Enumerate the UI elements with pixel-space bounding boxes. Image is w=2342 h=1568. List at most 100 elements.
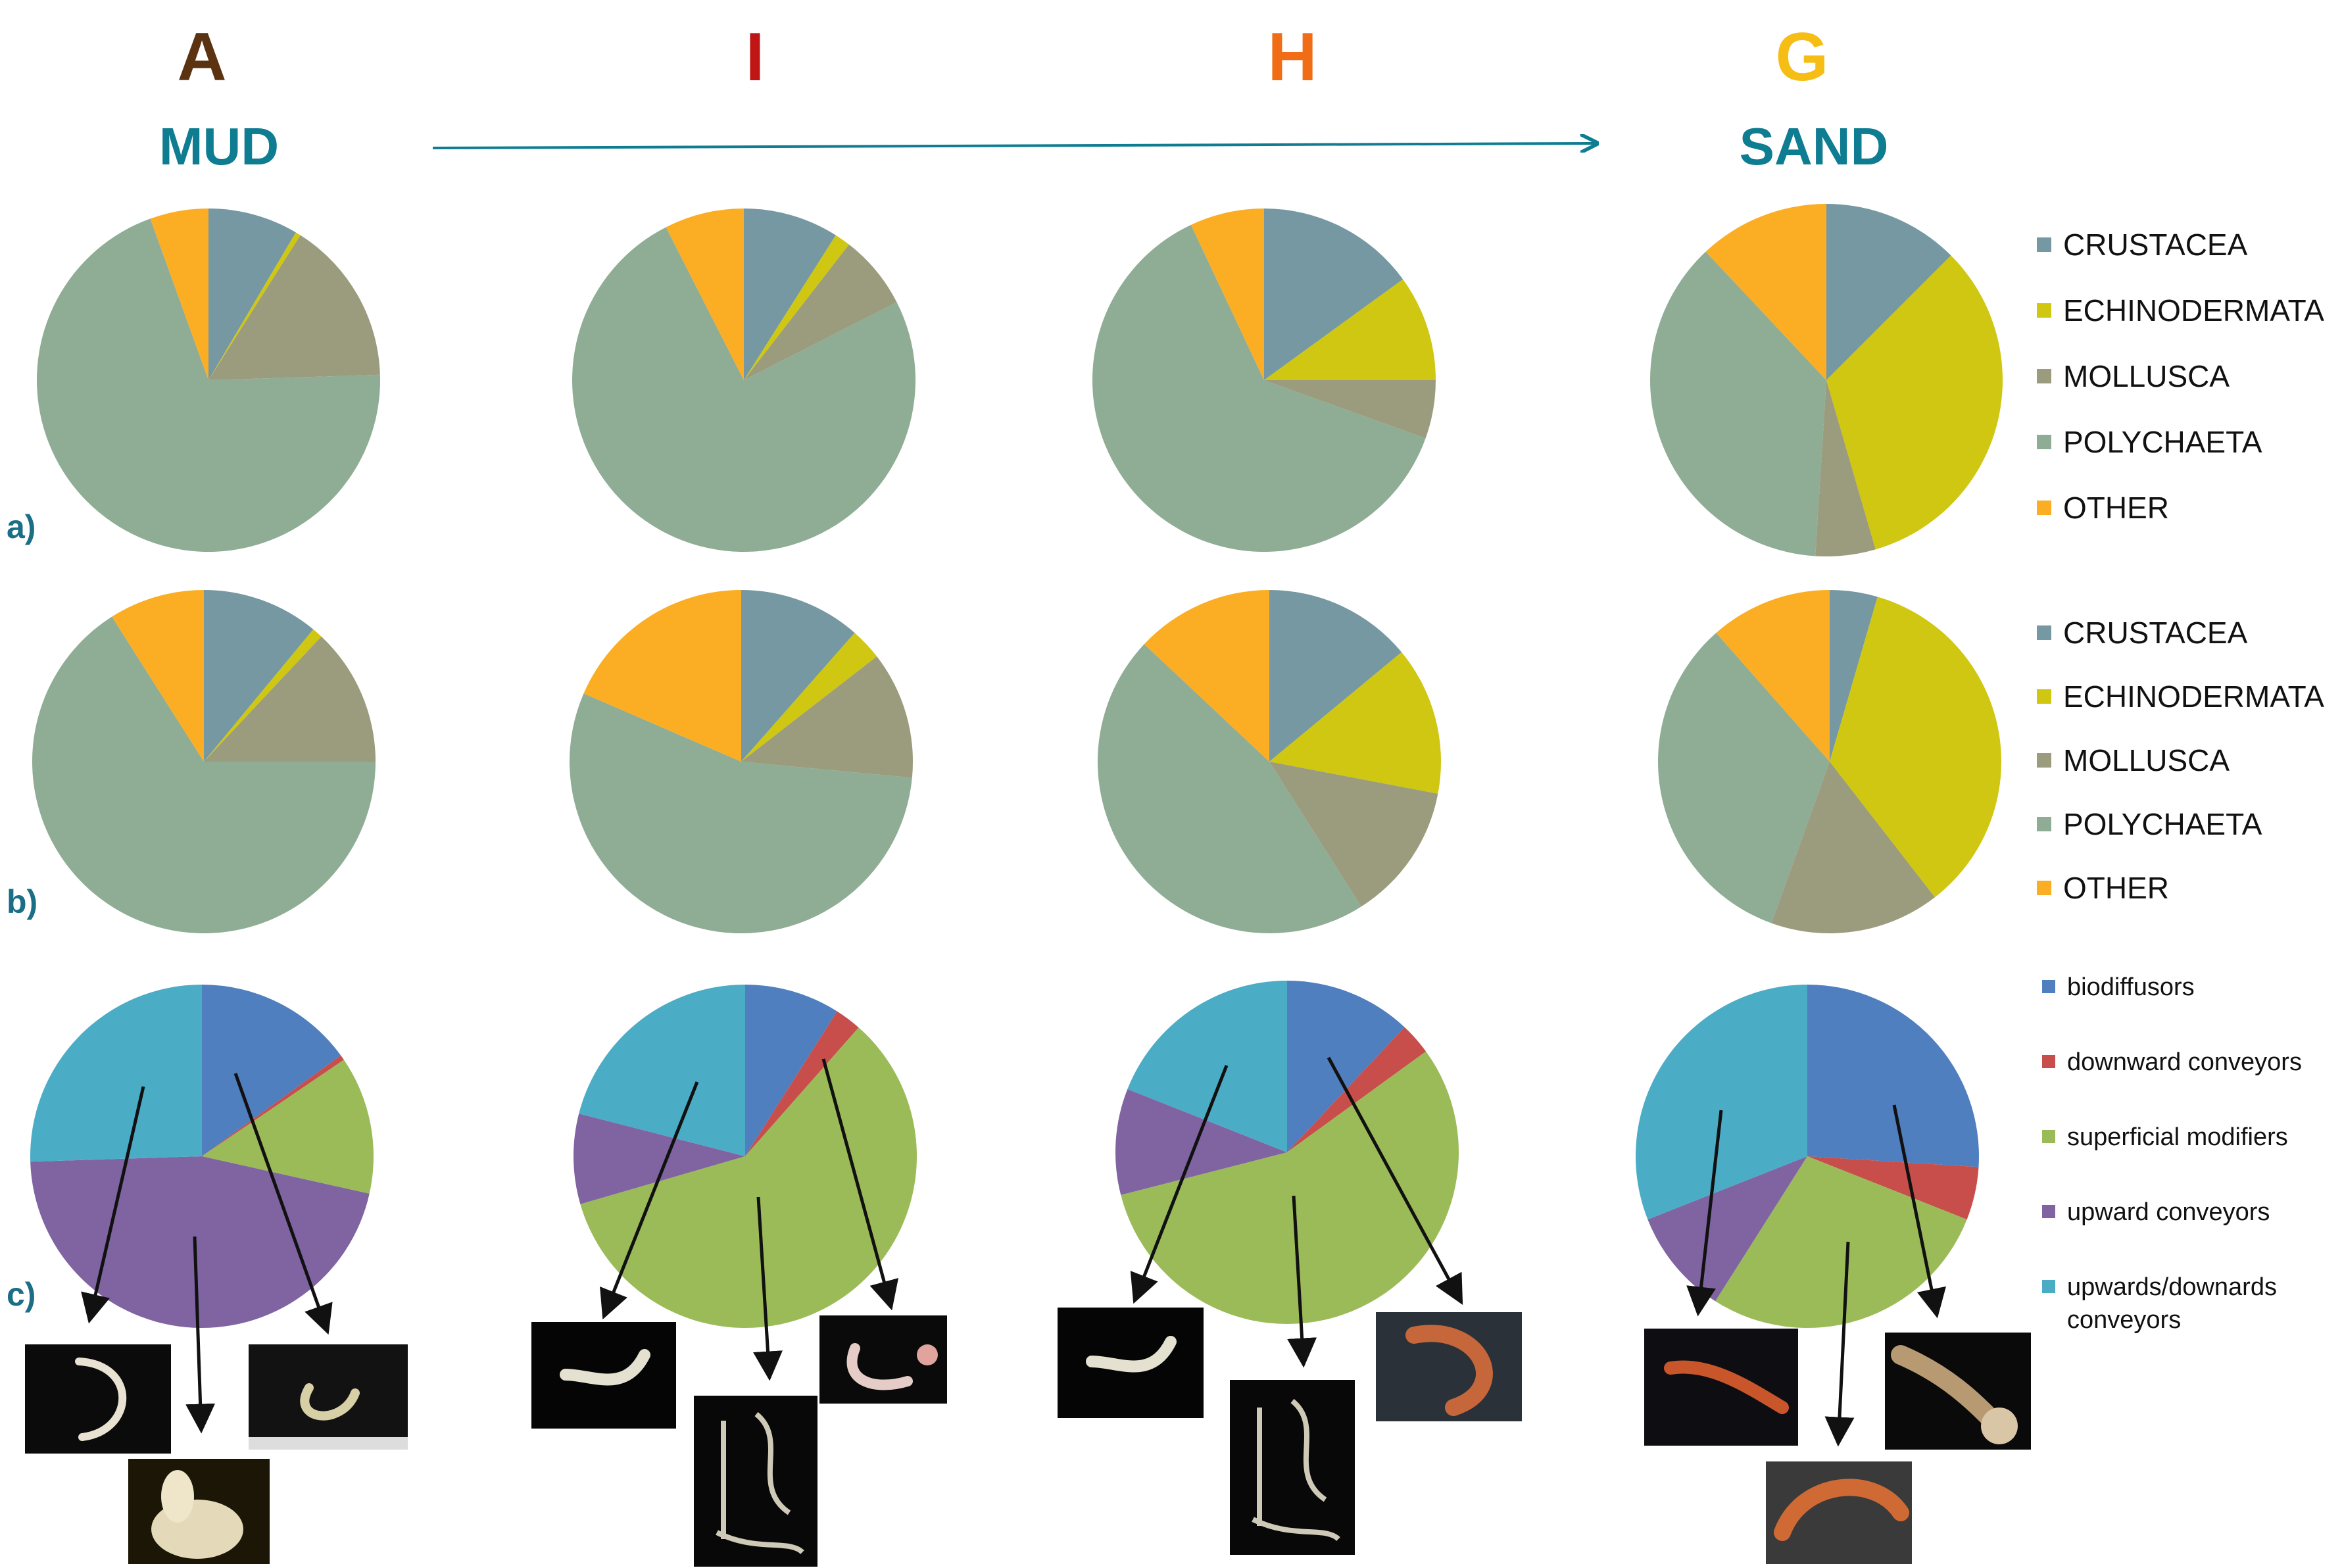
legend-swatch-echinodermata bbox=[2037, 303, 2051, 318]
legend-swatch-polychaeta bbox=[2037, 435, 2051, 449]
legend-swatch-upwards-downards-conveyors bbox=[2042, 1280, 2055, 1293]
pie-slice-i-echinodermata bbox=[744, 235, 849, 380]
legend-swatch-superficial-modifiers bbox=[2042, 1130, 2055, 1143]
specimen-photo-h-2 bbox=[1230, 1380, 1355, 1555]
legend-label-upwards-downards-conveyors: upwards/downards conveyors bbox=[2067, 1273, 2277, 1334]
pie-slice-i-other bbox=[666, 208, 744, 380]
pie-slice-i-crustacea bbox=[744, 208, 836, 380]
pie-slice-h-crustacea bbox=[1269, 590, 1402, 762]
pie-slice-a-upwards-downards-conveyors bbox=[30, 984, 202, 1162]
legend-label-upward-conveyors: upward conveyors bbox=[2067, 1198, 2270, 1226]
pie-slice-a-downward-conveyors bbox=[202, 1055, 344, 1156]
pie-slice-g-other bbox=[1716, 590, 1830, 762]
legend-label-downward-conveyors: downward conveyors bbox=[2067, 1048, 2302, 1076]
pie-slice-h-mollusca bbox=[1264, 380, 1436, 439]
pie-row-a-station-a bbox=[36, 208, 381, 552]
legend-swatch-mollusca bbox=[2037, 753, 2051, 768]
legend-swatch-crustacea bbox=[2037, 237, 2051, 252]
pie-row-b-station-i bbox=[569, 590, 913, 933]
pie-slice-i-echinodermata bbox=[741, 633, 877, 762]
legend-label-biodiffusors: biodiffusors bbox=[2067, 973, 2195, 1001]
pie-slice-g-upwards-downards-conveyors bbox=[1635, 985, 1807, 1220]
station-label-i: I bbox=[746, 19, 765, 95]
pie-row-c-station-g bbox=[1635, 985, 1979, 1329]
legend-swatch-other bbox=[2037, 881, 2051, 895]
specimen-arrows bbox=[81, 1056, 1946, 1447]
pie-row-c-station-i bbox=[573, 985, 917, 1328]
pie-row-c-station-a bbox=[30, 984, 374, 1328]
row-label-c: c) bbox=[7, 1276, 36, 1313]
gradient-arrow bbox=[432, 143, 1597, 148]
pie-slice-g-other bbox=[1705, 204, 1826, 380]
legend-label-mollusca: MOLLUSCA bbox=[2063, 359, 2230, 393]
legend-row-a: CRUSTACEA ECHINODERMATA MOLLUSCA POLYCHAETA… bbox=[2037, 228, 2324, 525]
pie-slice-a-other bbox=[112, 590, 204, 762]
legend-label-echinodermata: ECHINODERMATA bbox=[2063, 293, 2324, 328]
pie-slice-a-mollusca bbox=[208, 235, 380, 380]
legend-label-polychaeta: POLYCHAETA bbox=[2063, 807, 2262, 841]
pie-slice-i-upwards-downards-conveyors bbox=[579, 985, 745, 1156]
pie-slice-g-upward-conveyors bbox=[1647, 1156, 1807, 1302]
pie-slice-a-upward-conveyors bbox=[30, 1156, 370, 1328]
pie-slice-h-upward-conveyors bbox=[1115, 1089, 1287, 1195]
pie-slice-g-crustacea bbox=[1826, 204, 1951, 380]
legend-label-other: OTHER bbox=[2063, 491, 2169, 525]
legend-swatch-upward-conveyors bbox=[2042, 1205, 2055, 1218]
legend-label-superficial-modifiers: superficial modifiers bbox=[2067, 1123, 2288, 1151]
pie-slice-a-superficial-modifiers bbox=[202, 1060, 374, 1194]
pie-slice-a-polychaeta bbox=[32, 616, 376, 934]
pie-slice-i-superficial-modifiers bbox=[580, 1027, 917, 1328]
pie-slice-i-crustacea bbox=[741, 590, 855, 762]
legend-swatch-mollusca bbox=[2037, 369, 2051, 383]
pie-slice-i-biodiffusors bbox=[745, 985, 837, 1156]
pie-slice-i-other bbox=[583, 590, 741, 762]
pie-slice-a-crustacea bbox=[208, 208, 296, 380]
legend-label-crustacea: CRUSTACEA bbox=[2063, 228, 2248, 262]
specimen-photo-i-2 bbox=[694, 1396, 817, 1567]
pie-slice-i-polychaeta bbox=[572, 227, 916, 552]
pie-slice-g-echinodermata bbox=[1830, 597, 2001, 898]
specimen-photo-g-1 bbox=[1644, 1329, 1798, 1446]
pie-slice-a-crustacea bbox=[204, 590, 314, 762]
pie-slice-h-echinodermata bbox=[1264, 279, 1436, 380]
pie-slice-a-polychaeta bbox=[36, 218, 381, 552]
station-label-g: G bbox=[1776, 19, 1829, 95]
pie-slice-a-biodiffusors bbox=[202, 985, 341, 1156]
pie-slice-h-echinodermata bbox=[1269, 652, 1441, 794]
legend-label-other: OTHER bbox=[2063, 871, 2169, 905]
legend-swatch-biodiffusors bbox=[2042, 980, 2055, 993]
pie-slice-h-polychaeta bbox=[1098, 644, 1361, 934]
sand-label: SAND bbox=[1740, 117, 1889, 176]
pie-row-a-station-h bbox=[1092, 208, 1436, 552]
pie-slice-i-downward-conveyors bbox=[745, 1011, 859, 1156]
legend-label-crustacea: CRUSTACEA bbox=[2063, 616, 2248, 650]
pie-slice-h-polychaeta bbox=[1092, 224, 1426, 552]
pie-slice-i-mollusca bbox=[744, 244, 897, 380]
pie-slice-a-other bbox=[150, 208, 208, 380]
pie-slice-h-other bbox=[1190, 208, 1264, 380]
legend-swatch-polychaeta bbox=[2037, 817, 2051, 831]
pie-slice-g-mollusca bbox=[1771, 762, 1935, 933]
pie-slice-g-mollusca bbox=[1815, 380, 1876, 556]
pie-slice-i-polychaeta bbox=[569, 693, 912, 933]
pie-slice-a-mollusca bbox=[204, 636, 376, 762]
row-label-b: b) bbox=[7, 883, 37, 920]
pie-slice-g-echinodermata bbox=[1826, 255, 2003, 550]
pie-slice-a-echinodermata bbox=[204, 629, 322, 762]
legend-row-b: CRUSTACEA ECHINODERMATA MOLLUSCA POLYCHAETA… bbox=[2037, 616, 2324, 905]
pie-slice-g-superficial-modifiers bbox=[1715, 1156, 1967, 1329]
pie-row-b-station-a bbox=[32, 590, 376, 934]
legend-row-c: biodiffusors downward conveyors superficia… bbox=[2042, 973, 2302, 1334]
pie-slice-h-upwards-downards-conveyors bbox=[1127, 981, 1287, 1152]
pie-slice-h-mollusca bbox=[1269, 762, 1438, 907]
station-label-a: A bbox=[177, 19, 226, 95]
row-label-a: a) bbox=[7, 508, 36, 545]
specimen-photos bbox=[25, 1308, 2031, 1567]
station-label-h: H bbox=[1267, 19, 1317, 95]
legend-swatch-crustacea bbox=[2037, 625, 2051, 640]
legend-label-mollusca: MOLLUSCA bbox=[2063, 743, 2230, 777]
pie-slice-h-downward-conveyors bbox=[1287, 1027, 1427, 1152]
pie-row-b-station-h bbox=[1098, 590, 1441, 934]
mud-label: MUD bbox=[159, 117, 279, 176]
